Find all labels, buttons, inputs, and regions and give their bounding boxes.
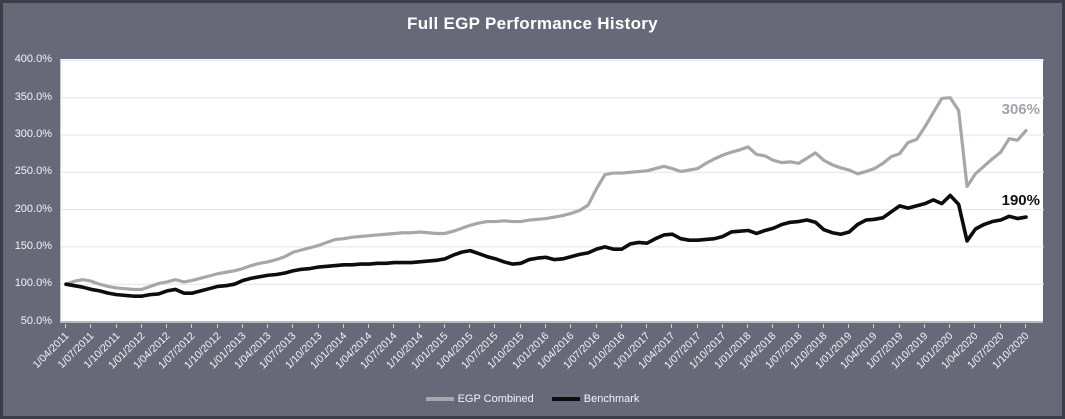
x-axis-tick-mark bbox=[166, 324, 168, 328]
egp-combined-line-swatch bbox=[425, 397, 454, 401]
x-axis-tick-mark bbox=[443, 324, 445, 328]
x-axis-tick-mark bbox=[140, 324, 142, 328]
benchmark-end-label: 190% bbox=[1001, 192, 1040, 209]
x-axis-tick-mark bbox=[721, 324, 723, 328]
x-axis-tick-mark bbox=[822, 324, 824, 328]
x-axis-tick-mark bbox=[292, 324, 294, 328]
x-axis-tick-mark bbox=[494, 324, 496, 328]
x-axis-tick-mark bbox=[646, 324, 648, 328]
series-plot bbox=[61, 59, 1044, 298]
y-axis-tick-label: 300.0% bbox=[14, 128, 52, 140]
x-axis-tick-mark bbox=[469, 324, 471, 328]
x-axis-tick-mark bbox=[342, 324, 344, 328]
x-axis-tick-mark bbox=[898, 324, 900, 328]
x-axis-tick-mark bbox=[317, 324, 319, 328]
benchmark-line-swatch bbox=[551, 397, 580, 401]
plot-area: 306% 190% bbox=[60, 59, 1044, 323]
x-axis-tick-mark bbox=[696, 324, 698, 328]
x-axis-tick-mark bbox=[115, 324, 117, 328]
x-axis-tick-mark bbox=[873, 324, 875, 328]
chart-title: Full EGP Performance History bbox=[407, 14, 658, 33]
y-axis-tick-label: 100.0% bbox=[14, 277, 52, 290]
x-axis-tick-mark bbox=[368, 324, 370, 328]
egp-combined-end-label: 306% bbox=[1001, 101, 1040, 118]
y-axis-tick-label: 50.0% bbox=[20, 314, 52, 327]
y-axis-tick-label: 400.0% bbox=[14, 53, 52, 66]
legend-item-egp-combined: EGP Combined bbox=[425, 393, 534, 405]
x-axis-tick-mark bbox=[747, 324, 749, 328]
x-axis-tick-mark bbox=[797, 324, 799, 328]
x-axis-tick-mark bbox=[671, 324, 673, 328]
x-axis-tick-mark bbox=[999, 324, 1001, 328]
y-axis-tick-label: 200.0% bbox=[14, 202, 52, 215]
x-axis-tick-mark bbox=[418, 324, 420, 328]
egp-combined-line bbox=[64, 96, 1028, 292]
x-axis-tick-mark bbox=[267, 324, 269, 328]
x-axis-tick-mark bbox=[241, 324, 243, 328]
y-axis-tick-label: 350.0% bbox=[14, 90, 52, 103]
x-axis-tick-mark bbox=[949, 324, 951, 328]
x-axis-tick-mark bbox=[393, 324, 395, 328]
x-axis-tick-mark bbox=[923, 324, 925, 328]
x-axis-tick-mark bbox=[848, 324, 850, 328]
x-axis-tick-mark bbox=[772, 324, 774, 328]
x-axis-tick-mark bbox=[519, 324, 521, 328]
x-axis-tick-mark bbox=[65, 324, 66, 328]
legend-item-benchmark: Benchmark bbox=[551, 393, 640, 405]
y-axis-tick-label: 150.0% bbox=[14, 239, 52, 252]
x-axis-tick-mark bbox=[620, 324, 622, 328]
legend-label-egp-combined: EGP Combined bbox=[457, 393, 534, 405]
x-axis-tick-mark bbox=[595, 324, 597, 328]
x-axis-tick-mark bbox=[191, 324, 193, 328]
x-axis-tick-mark bbox=[545, 324, 546, 328]
x-axis-tick-mark bbox=[1025, 324, 1026, 328]
legend-label-benchmark: Benchmark bbox=[583, 393, 640, 405]
legend: EGP Combined Benchmark bbox=[3, 390, 1062, 408]
y-axis-tick-label: 250.0% bbox=[14, 165, 52, 178]
x-axis-tick-mark bbox=[216, 324, 218, 328]
x-axis-tick-mark bbox=[974, 324, 976, 328]
x-axis-tick-mark bbox=[570, 324, 572, 328]
x-axis-tick-mark bbox=[90, 324, 92, 328]
benchmark-line bbox=[64, 193, 1028, 298]
